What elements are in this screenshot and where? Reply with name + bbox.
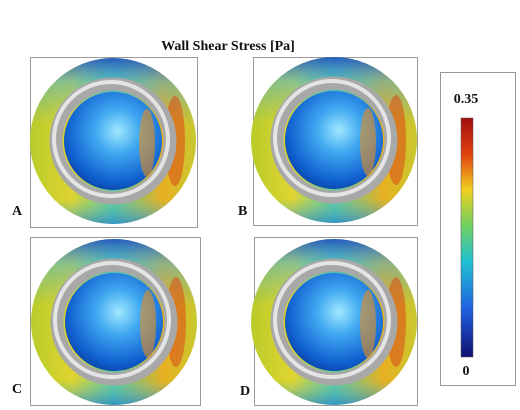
colorbar-min: 0 xyxy=(463,364,470,379)
panel-label: B xyxy=(238,204,247,219)
colorbar-frame xyxy=(441,73,516,386)
colorbar-max: 0.35 xyxy=(454,92,479,107)
figure: Wall Shear Stress [Pa] A B C D 0.35 0 xyxy=(0,0,520,410)
simulation-image xyxy=(31,239,197,405)
simulation-image xyxy=(251,239,417,405)
panel-label: C xyxy=(12,382,22,397)
figure-title: Wall Shear Stress [Pa] xyxy=(161,39,295,54)
panel-label: D xyxy=(240,384,250,399)
simulation-image xyxy=(251,57,417,223)
colorbar xyxy=(461,118,473,357)
panel-label: A xyxy=(12,204,23,219)
simulation-image xyxy=(30,58,196,224)
